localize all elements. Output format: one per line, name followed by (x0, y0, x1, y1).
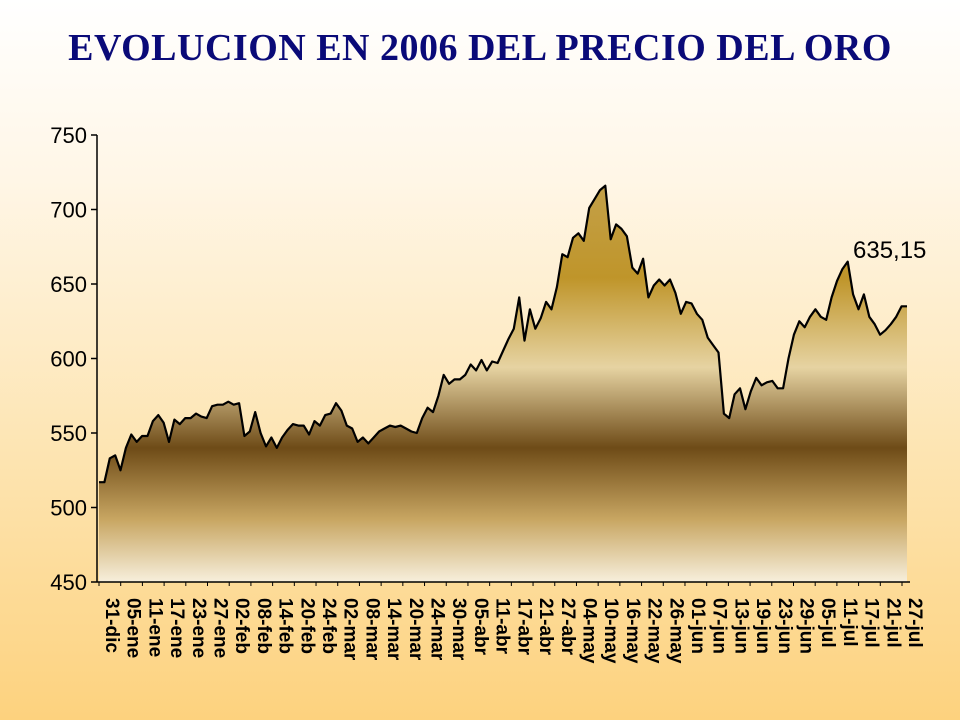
x-tick-label: 02-feb (231, 598, 252, 654)
y-tick-label: 450 (50, 570, 87, 595)
x-tick-label: 23-ene (188, 598, 209, 658)
x-tick-label: 27-jul (904, 598, 925, 648)
x-tick-label: 05-jul (817, 598, 838, 648)
x-tick-label: 21-abr (535, 598, 556, 656)
x-tick-label: 20-mar (405, 598, 426, 661)
x-tick-label: 30-mar (448, 598, 469, 661)
x-tick-label: 14-feb (275, 598, 296, 654)
x-tick-label: 27-abr (557, 598, 578, 656)
x-tick-label: 11-ene (144, 598, 165, 657)
x-tick-label: 31-dic (101, 598, 122, 653)
x-tick-label: 14-mar (383, 598, 404, 661)
x-tick-label: 05-abr (470, 598, 491, 656)
x-tick-label: 17-jul (861, 598, 882, 648)
x-tick-label: 11-abr (492, 598, 513, 655)
x-tick-label: 16-may (622, 598, 643, 664)
x-tick-label: 05-ene (123, 598, 144, 658)
x-axis-ticks: 31-dic 05-ene 11-ene 17-ene 23-ene 27-ene 02-f… (98, 582, 925, 664)
y-tick-label: 550 (50, 421, 87, 446)
x-tick-label: 29-jun (796, 598, 817, 654)
x-tick-label: 13-jun (730, 598, 751, 654)
x-tick-label: 04-may (579, 598, 600, 664)
y-tick-label: 500 (50, 496, 87, 521)
x-tick-label: 22-may (644, 598, 665, 664)
x-tick-label: 19-jun (752, 598, 773, 654)
x-tick-label: 02-mar (340, 598, 361, 661)
x-tick-label: 01-jun (687, 598, 708, 654)
x-tick-label: 17-abr (513, 598, 534, 656)
x-tick-label: 23-jun (774, 598, 795, 654)
x-tick-label: 24-feb (318, 598, 339, 654)
y-tick-label: 650 (50, 272, 87, 297)
x-tick-label: 10-may (600, 598, 621, 664)
x-tick-label: 26-may (665, 598, 686, 664)
y-tick-label: 700 (50, 198, 87, 223)
x-tick-label: 24-mar (427, 598, 448, 661)
x-tick-label: 20-feb (296, 598, 317, 654)
x-tick-label: 08-mar (361, 598, 382, 661)
x-tick-label: 08-feb (253, 598, 274, 654)
x-tick-label: 11-jul (839, 598, 860, 647)
chart-title: EVOLUCION EN 2006 DEL PRECIO DEL ORO (68, 27, 892, 69)
y-tick-label: 750 (50, 123, 87, 148)
y-axis-ticks: 450 500 550 600 650 700 750 (50, 123, 97, 595)
last-price-annotation: 635,15 (853, 237, 926, 264)
x-tick-label: 21-jul (882, 598, 903, 648)
price-line (99, 184, 907, 484)
x-tick-label: 07-jun (709, 598, 730, 654)
y-tick-label: 600 (50, 347, 87, 372)
x-tick-label: 27-ene (210, 598, 231, 658)
price-area (99, 185, 907, 582)
x-tick-label: 17-ene (166, 598, 187, 658)
